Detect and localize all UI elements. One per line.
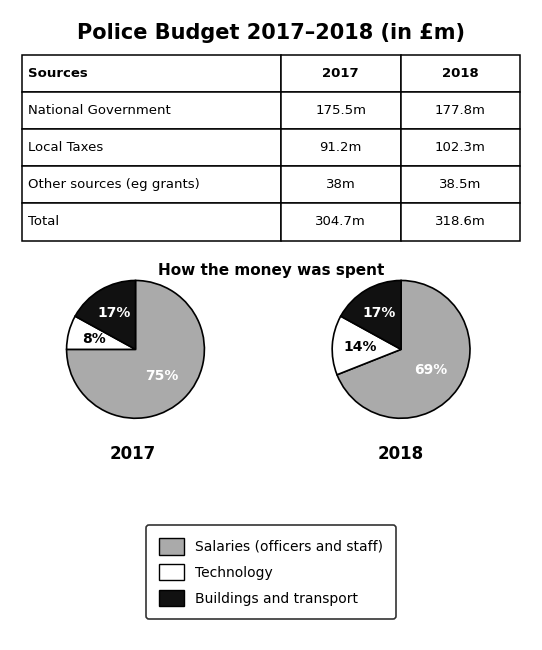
Wedge shape xyxy=(332,316,401,375)
Bar xyxy=(22,129,281,166)
Legend: Salaries (officers and staff), Technology, Buildings and transport: Salaries (officers and staff), Technolog… xyxy=(146,525,396,619)
Text: 177.8m: 177.8m xyxy=(435,105,486,118)
Text: Total: Total xyxy=(28,216,59,229)
Text: 318.6m: 318.6m xyxy=(435,216,486,229)
Text: Police Budget 2017–2018 (in £m): Police Budget 2017–2018 (in £m) xyxy=(77,23,465,43)
Text: 91.2m: 91.2m xyxy=(320,142,362,155)
Text: Other sources (eg grants): Other sources (eg grants) xyxy=(28,178,199,191)
Text: 38m: 38m xyxy=(326,178,356,191)
Bar xyxy=(22,203,281,240)
Text: 175.5m: 175.5m xyxy=(315,105,366,118)
Bar xyxy=(401,92,520,129)
Bar xyxy=(401,129,520,166)
Text: 69%: 69% xyxy=(414,363,447,376)
Text: Local Taxes: Local Taxes xyxy=(28,142,103,155)
Bar xyxy=(281,203,401,240)
Bar xyxy=(22,92,281,129)
Text: 304.7m: 304.7m xyxy=(315,216,366,229)
Bar xyxy=(401,203,520,240)
Bar xyxy=(281,129,401,166)
Text: 102.3m: 102.3m xyxy=(435,142,486,155)
Bar xyxy=(281,92,401,129)
Text: 2017: 2017 xyxy=(109,445,156,463)
Text: 2017: 2017 xyxy=(322,67,359,80)
Text: How the money was spent: How the money was spent xyxy=(158,263,384,278)
Text: 75%: 75% xyxy=(146,369,179,383)
Wedge shape xyxy=(67,281,204,418)
Text: 38.5m: 38.5m xyxy=(440,178,482,191)
Bar xyxy=(401,55,520,92)
Bar xyxy=(281,166,401,203)
Text: National Government: National Government xyxy=(28,105,170,118)
Wedge shape xyxy=(341,281,401,350)
Bar xyxy=(281,55,401,92)
Wedge shape xyxy=(67,316,136,350)
Text: 8%: 8% xyxy=(82,332,106,346)
Text: 17%: 17% xyxy=(97,306,131,320)
Bar xyxy=(22,55,281,92)
Wedge shape xyxy=(75,281,136,350)
Bar xyxy=(22,166,281,203)
Text: Sources: Sources xyxy=(28,67,87,80)
Text: 17%: 17% xyxy=(363,306,396,320)
Text: 2018: 2018 xyxy=(442,67,479,80)
Text: 2018: 2018 xyxy=(378,445,424,463)
Bar xyxy=(401,166,520,203)
Text: 14%: 14% xyxy=(343,340,377,354)
Wedge shape xyxy=(337,281,470,418)
